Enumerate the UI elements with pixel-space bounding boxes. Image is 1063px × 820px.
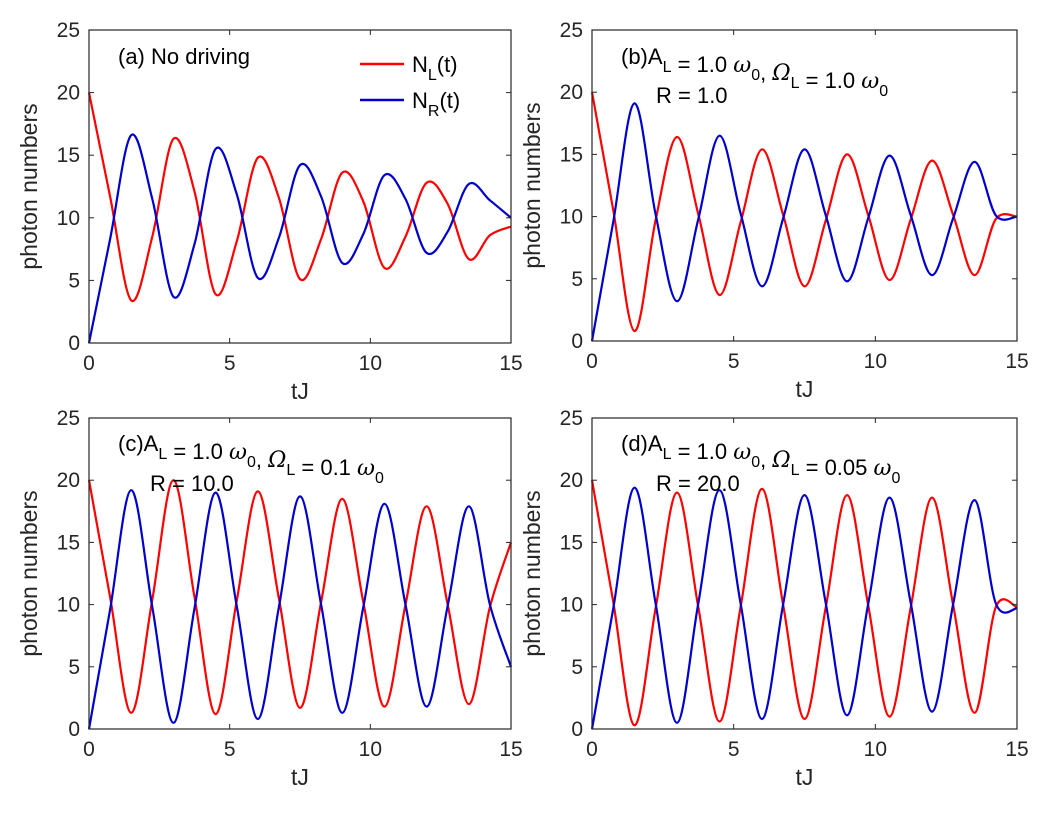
y-tick-label: 15 <box>57 144 80 167</box>
x-tick-label: 5 <box>728 738 740 761</box>
y-tick-label: 5 <box>571 268 583 291</box>
y-tick-label: 20 <box>57 469 80 492</box>
y-tick-label: 20 <box>57 82 80 105</box>
y-tick-label: 10 <box>57 594 80 617</box>
x-tick-label: 10 <box>359 352 382 375</box>
y-tick-label: 15 <box>560 143 583 166</box>
y-tick-label: 25 <box>560 19 583 42</box>
axes-frame <box>88 417 512 730</box>
y-tick-label: 0 <box>68 718 80 741</box>
y-tick-label: 5 <box>68 656 80 679</box>
series-line-nl <box>590 92 1018 333</box>
x-tick-label: 15 <box>499 738 522 761</box>
axes-frame <box>591 417 1018 730</box>
series-line-nl <box>590 480 1018 727</box>
series-line-nl <box>87 479 513 716</box>
y-tick-label: 20 <box>560 469 583 492</box>
series-line-nl <box>87 92 512 303</box>
x-tick-label: 15 <box>1005 738 1028 761</box>
series-line-nr <box>590 102 1018 342</box>
x-tick-label: 10 <box>864 738 887 761</box>
ratio-label: R = 10.0 <box>150 471 234 496</box>
legend: NL(t) NR(t) <box>360 52 460 120</box>
ratio-label: R = 20.0 <box>656 471 740 496</box>
y-axis-title: photon numbers <box>16 490 42 656</box>
y-tick-label: 20 <box>560 81 583 104</box>
legend-entry: NL(t) <box>412 52 458 84</box>
x-axis-title: tJ <box>291 378 309 404</box>
series-line-nr <box>87 489 513 730</box>
panel-a: 0 5 10 15 0 5 10 15 20 25 tJ photon numbers (a) No d… <box>16 19 523 404</box>
series-line-nr <box>590 486 1018 730</box>
y-tick-label: 0 <box>571 718 583 741</box>
panel-label: (b)AL = 1.0 ω0, ΩL = 1.0 ω0 <box>621 44 888 100</box>
panel-b: 0 5 10 15 0 5 10 15 20 25 tJ photon numbers (b)AL = … <box>519 19 1029 402</box>
panel-label: (d)AL = 1.0 ω0, ΩL = 0.05 ω0 <box>621 431 900 487</box>
panel-d: 0 5 10 15 0 5 10 15 20 25 tJ photon numbers (d)AL = … <box>519 407 1029 790</box>
x-axis-title: tJ <box>796 764 814 790</box>
axes-frame <box>591 29 1018 342</box>
y-tick-label: 25 <box>560 407 583 430</box>
x-tick-label: 0 <box>83 738 95 761</box>
x-tick-label: 0 <box>83 352 95 375</box>
x-tick-label: 0 <box>586 738 598 761</box>
y-tick-label: 5 <box>68 269 80 292</box>
y-tick-label: 5 <box>571 656 583 679</box>
y-tick-label: 15 <box>560 531 583 554</box>
x-tick-label: 5 <box>224 738 236 761</box>
y-tick-label: 25 <box>57 19 80 42</box>
y-tick-label: 0 <box>68 332 80 355</box>
panel-label: (a) No driving <box>118 44 250 69</box>
x-tick-label: 10 <box>864 350 887 373</box>
axes-frame <box>88 29 512 344</box>
x-tick-label: 5 <box>224 352 236 375</box>
legend-entry: NR(t) <box>412 88 460 120</box>
x-tick-label: 0 <box>586 350 598 373</box>
panel-c: 0 5 10 15 0 5 10 15 20 25 tJ photon numbers (c)AL = … <box>16 407 523 790</box>
series-line-nr <box>87 133 512 344</box>
y-tick-label: 25 <box>57 407 80 430</box>
x-tick-label: 10 <box>359 738 382 761</box>
x-axis-title: tJ <box>291 764 309 790</box>
y-axis-title: photon numbers <box>519 102 545 268</box>
x-tick-label: 15 <box>1005 350 1028 373</box>
x-tick-label: 15 <box>499 352 522 375</box>
y-tick-label: 10 <box>57 207 80 230</box>
y-tick-label: 0 <box>571 330 583 353</box>
y-tick-label: 10 <box>560 594 583 617</box>
ratio-label: R = 1.0 <box>656 83 728 108</box>
y-tick-label: 15 <box>57 531 80 554</box>
y-tick-label: 10 <box>560 206 583 229</box>
x-tick-label: 5 <box>728 350 740 373</box>
y-axis-title: photon numbers <box>16 103 42 269</box>
y-axis-title: photon numbers <box>519 490 545 656</box>
x-axis-title: tJ <box>796 376 814 402</box>
panel-label: (c)AL = 1.0 ω0, ΩL = 0.1 ω0 <box>118 431 384 487</box>
